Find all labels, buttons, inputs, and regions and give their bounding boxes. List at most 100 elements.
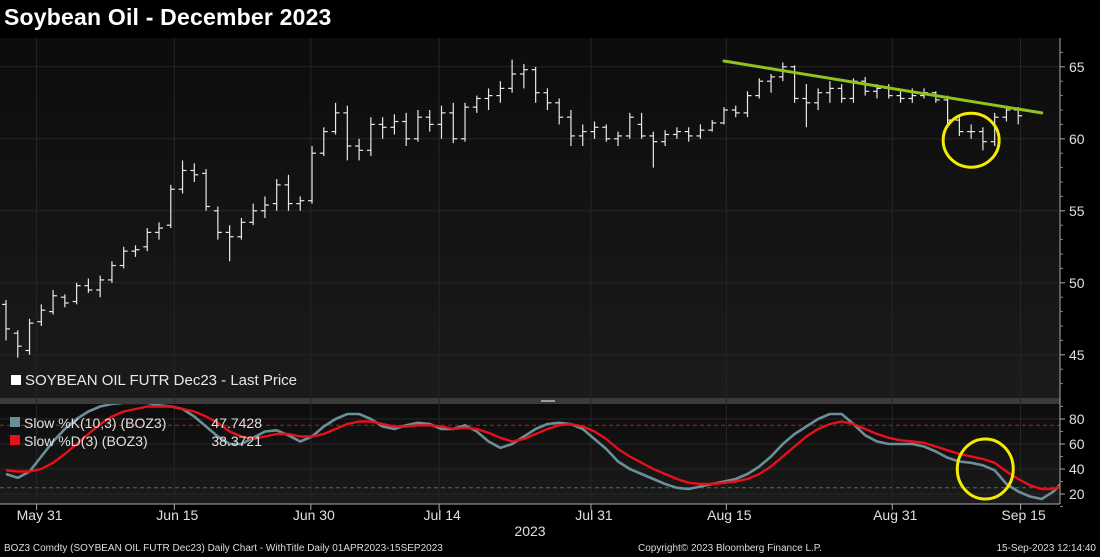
ohlc-bar xyxy=(249,203,258,226)
ohlc-bar xyxy=(25,318,34,355)
ohlc-bar xyxy=(649,131,658,168)
ohlc-bar xyxy=(390,114,399,135)
footer-copyright: Copyright© 2023 Bloomberg Finance L.P. xyxy=(638,543,822,554)
ohlc-bar xyxy=(461,102,470,142)
ohlc-bar xyxy=(237,218,246,240)
ohlc-bar xyxy=(625,112,634,139)
ohlc-bar xyxy=(755,78,764,99)
slow-d-label: Slow %D(3) (BOZ3) xyxy=(24,433,148,449)
divider-handle[interactable] xyxy=(541,400,555,402)
ohlc-bar xyxy=(366,117,375,157)
ohlc-bar xyxy=(2,300,10,341)
ohlc-bar xyxy=(119,246,128,269)
ohlc-bar xyxy=(637,112,646,139)
ohlc-bar xyxy=(308,146,317,204)
ohlc-bar xyxy=(96,275,105,298)
stochastic-tick-label: 80 xyxy=(1069,411,1085,427)
price-tick-label: 60 xyxy=(1069,131,1085,147)
ohlc-bar xyxy=(578,124,587,146)
ohlc-bar xyxy=(49,290,58,315)
ohlc-bar xyxy=(413,110,422,142)
resistance-trendline xyxy=(722,59,1044,115)
ohlc-bar xyxy=(260,196,269,218)
annotation-circle-stochastic xyxy=(955,437,1015,501)
ohlc-bar xyxy=(213,206,222,240)
ohlc-bar xyxy=(837,84,846,103)
time-tick-label: Jul 31 xyxy=(575,507,613,523)
ohlc-bar xyxy=(802,84,811,128)
ohlc-bar xyxy=(590,121,599,139)
slow-k-label: Slow %K(10,3) (BOZ3) xyxy=(24,415,166,431)
ohlc-bar xyxy=(72,282,81,305)
ohlc-bar xyxy=(13,330,22,358)
ohlc-bar xyxy=(990,112,999,146)
time-tick-label: Aug 15 xyxy=(707,507,752,523)
ohlc-bar xyxy=(825,81,834,103)
time-tick-label: Sep 15 xyxy=(1001,507,1046,523)
ohlc-bar xyxy=(472,95,481,113)
ohlc-bar xyxy=(202,169,211,211)
ohlc-bar xyxy=(696,124,705,139)
ohlc-bar xyxy=(402,112,411,146)
stochastic-tick-label: 60 xyxy=(1069,436,1085,452)
ohlc-bar xyxy=(331,102,340,135)
price-legend-swatch xyxy=(11,375,21,385)
stochastic-legend: Slow %K(10,3) (BOZ3) 47.7428 Slow %D(3) … xyxy=(10,415,262,449)
chart: 45 50 55 60 65 20 40 60 80 May 31 Jun 15 Jun 30 Ju… xyxy=(0,38,1085,539)
ohlc-bar xyxy=(319,127,328,157)
title-bar: Soybean Oil - December 2023 xyxy=(0,0,1100,38)
ohlc-bar xyxy=(861,76,870,96)
time-tick-label: Jun 15 xyxy=(156,507,198,523)
ohlc-bar xyxy=(60,294,69,308)
ohlc-bar xyxy=(767,74,776,93)
footer-timestamp: 15-Sep-2023 12:14:40 xyxy=(996,543,1096,554)
ohlc-bar xyxy=(155,222,164,240)
ohlc-bar xyxy=(143,228,152,252)
ohlc-bar xyxy=(272,179,281,211)
ohlc-bar xyxy=(978,127,987,151)
slow-d-swatch xyxy=(10,435,20,445)
ohlc-bar xyxy=(519,63,528,89)
time-tick-label: May 31 xyxy=(17,507,63,523)
slow-k-value: 47.7428 xyxy=(211,415,262,431)
price-panel-background xyxy=(0,38,1060,398)
slow-d-line xyxy=(5,405,1060,491)
ohlc-bar xyxy=(378,117,387,139)
panel-divider[interactable] xyxy=(0,398,1060,404)
ohlc-bar xyxy=(955,117,964,136)
slow-k-swatch xyxy=(10,417,20,427)
price-axis-ticks: 45 50 55 60 65 xyxy=(1060,51,1085,385)
ohlc-bar xyxy=(107,261,116,283)
time-axis-ticks: May 31 Jun 15 Jun 30 Jul 14 Jul 31 Aug 15 Aug … xyxy=(17,504,1046,523)
stochastic-lines xyxy=(5,404,1060,501)
ohlc-bar xyxy=(425,110,434,132)
slow-k-line xyxy=(5,404,1060,501)
ohlc-bar xyxy=(743,91,752,118)
price-tick-label: 45 xyxy=(1069,347,1085,363)
stochastic-tick-label: 20 xyxy=(1069,486,1085,502)
ohlc-bar xyxy=(967,124,976,139)
ohlc-bar xyxy=(131,245,140,257)
ohlc-bar xyxy=(225,225,234,262)
annotation-circle-price xyxy=(941,111,1001,169)
stochastic-tick-label: 40 xyxy=(1069,461,1085,477)
x-year-label: 2023 xyxy=(514,523,545,539)
ohlc-bar xyxy=(672,127,681,139)
price-legend: SOYBEAN OIL FUTR Dec23 - Last Price xyxy=(11,372,297,389)
ohlc-bar xyxy=(602,124,611,142)
ohlc-bar xyxy=(355,138,364,161)
price-legend-label: SOYBEAN OIL FUTR Dec23 - Last Price xyxy=(25,372,297,389)
trendline-group xyxy=(722,59,1044,115)
ohlc-bar xyxy=(166,184,175,229)
ohlc-bar xyxy=(37,304,46,326)
ohlc-bar xyxy=(614,131,623,146)
footer: BOZ3 Comdty (SOYBEAN OIL FUTR Dec23) Dai… xyxy=(0,541,1100,557)
time-tick-label: Jul 14 xyxy=(423,507,461,523)
ohlc-bar xyxy=(719,107,728,125)
price-tick-label: 55 xyxy=(1069,203,1085,219)
ohlc-bar xyxy=(814,88,823,110)
ohlc-bar xyxy=(437,105,446,139)
ohlc-bar xyxy=(284,174,293,211)
ohlc-bar xyxy=(531,66,540,103)
price-tick-label: 65 xyxy=(1069,59,1085,75)
